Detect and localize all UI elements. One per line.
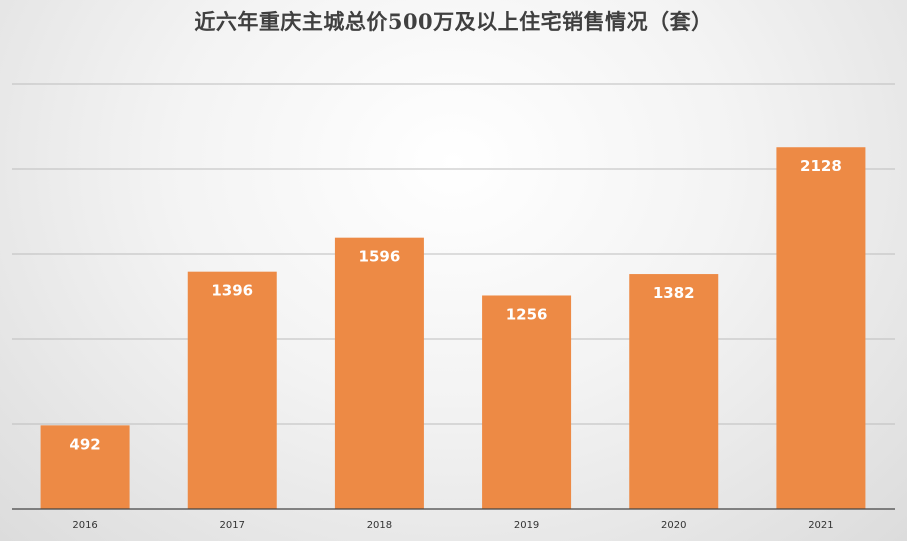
x-tick-label-2019: 2019 bbox=[514, 520, 539, 531]
data-label-2019: 1256 bbox=[506, 305, 548, 323]
bar-2016 bbox=[40, 425, 130, 509]
data-label-2017: 1396 bbox=[211, 282, 253, 300]
data-label-2016: 492 bbox=[69, 435, 100, 453]
bar-2021 bbox=[776, 147, 866, 510]
x-tick-label-2016: 2016 bbox=[72, 520, 97, 531]
bar-2019 bbox=[482, 295, 572, 509]
data-label-2021: 2128 bbox=[800, 157, 842, 175]
data-label-2020: 1382 bbox=[653, 284, 695, 302]
x-tick-label-2020: 2020 bbox=[661, 520, 686, 531]
x-tick-label-2017: 2017 bbox=[220, 520, 245, 531]
x-tick-label-2018: 2018 bbox=[367, 520, 392, 531]
bar-2018 bbox=[334, 237, 424, 509]
data-label-2018: 1596 bbox=[359, 248, 401, 266]
chart-title: 近六年重庆主城总价500万及以上住宅销售情况（套） bbox=[194, 9, 713, 34]
bar-2020 bbox=[629, 274, 719, 509]
bar-2017 bbox=[187, 271, 277, 509]
x-tick-label-2021: 2021 bbox=[808, 520, 833, 531]
